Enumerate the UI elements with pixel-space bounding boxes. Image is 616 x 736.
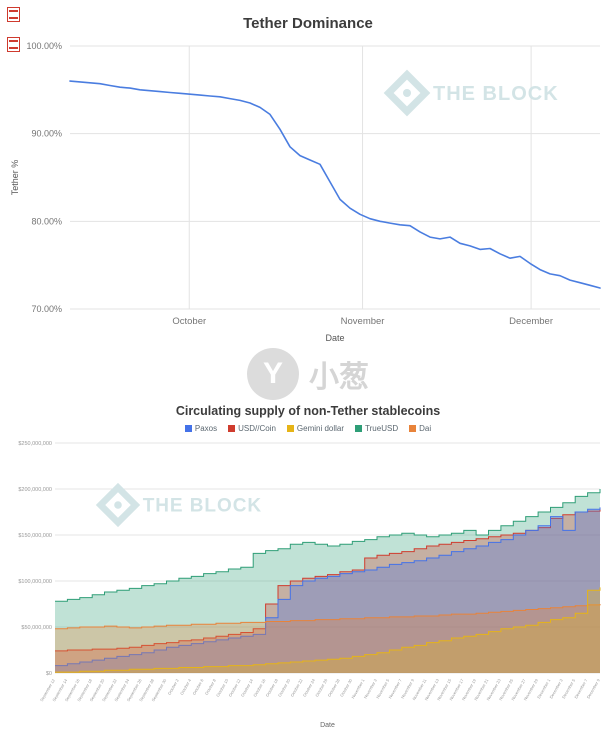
x-axis-title: Date xyxy=(320,722,335,729)
legend-label: Dai xyxy=(419,424,432,433)
area-line-paxos xyxy=(55,507,601,667)
area-trueusd xyxy=(55,489,600,673)
y-tick-label: $200,000,000 xyxy=(18,487,52,493)
legend-swatch-icon xyxy=(286,425,294,432)
y-tick-label: $100,000,000 xyxy=(18,579,52,585)
y-tick-label: 100.00% xyxy=(26,41,62,51)
red-stamp-icon xyxy=(7,7,20,22)
legend-swatch-icon xyxy=(228,425,236,432)
x-tick-label: November xyxy=(341,316,385,327)
stablecoin-supply-title: Circulating supply of non-Tether stablec… xyxy=(175,404,441,418)
the-block-cube-dot xyxy=(114,501,122,509)
the-block-watermark-text: THE BLOCK xyxy=(433,83,559,105)
legend-item-usd-coin: USD//Coin xyxy=(228,424,276,433)
area-line-trueusd xyxy=(55,489,601,602)
the-block-cube-dot xyxy=(403,89,411,97)
area-line-gemini-dollar xyxy=(55,587,601,673)
y-tick-label: $250,000,000 xyxy=(18,441,52,447)
the-block-watermark-text: THE BLOCK xyxy=(143,496,262,517)
xiaocong-watermark: Y 小葱 xyxy=(0,346,616,402)
legend-label: Gemini dollar xyxy=(296,424,345,433)
y-tick-label: $50,000,000 xyxy=(21,625,52,631)
legend-item-trueusd: TrueUSD xyxy=(355,424,398,433)
y-tick-label: 90.00% xyxy=(31,129,62,139)
legend-label: Paxos xyxy=(194,424,218,433)
y-tick-label: $150,000,000 xyxy=(18,533,52,539)
legend-item-gemini-dollar: Gemini dollar xyxy=(286,424,345,433)
the-block-watermark: THE BLOCK xyxy=(383,69,559,117)
the-block-cube-icon xyxy=(95,482,141,528)
tether-dominance-line xyxy=(69,80,601,289)
legend-item-paxos: Paxos xyxy=(184,424,218,433)
y-tick-label: 80.00% xyxy=(31,216,62,226)
x-tick-label: December xyxy=(509,316,553,327)
legend-swatch-icon xyxy=(184,425,192,432)
area-paxos xyxy=(55,507,600,673)
tether-dominance-chart: 100.00% 90.00% 80.00% 70.00% October November… xyxy=(10,41,601,343)
y-tick-label: $0 xyxy=(46,671,52,677)
legend-item-dai: Dai xyxy=(409,424,431,433)
legend-label: USD//Coin xyxy=(238,424,276,433)
area-dai xyxy=(55,604,600,673)
area-line-dai xyxy=(55,604,601,630)
legend-swatch-icon xyxy=(355,425,363,432)
xiaocong-watermark-text: 小葱 xyxy=(309,361,369,394)
stablecoin-supply-chart: $250,000,000 $200,000,000 $150,000,000 $100… xyxy=(18,441,601,729)
tether-dominance-title: Tether Dominance xyxy=(243,15,373,32)
x-axis-title: Date xyxy=(325,333,344,343)
x-tick-label: October xyxy=(172,316,206,327)
y-axis-title: Tether % xyxy=(10,160,20,196)
the-block-cube-icon xyxy=(383,69,431,117)
legend-swatch-icon xyxy=(409,425,417,432)
the-block-watermark: THE BLOCK xyxy=(95,482,262,528)
legend-label: TrueUSD xyxy=(365,424,399,433)
area-gemini-dollar xyxy=(55,587,600,673)
xiaocong-logo-icon: Y xyxy=(247,348,299,400)
red-stamp-icon xyxy=(7,37,20,52)
xiaocong-logo-letter: Y xyxy=(262,357,283,390)
y-tick-label: 70.00% xyxy=(31,304,62,314)
stablecoin-legend: Paxos USD//Coin Gemini dollar TrueUSD Dai xyxy=(0,423,616,434)
